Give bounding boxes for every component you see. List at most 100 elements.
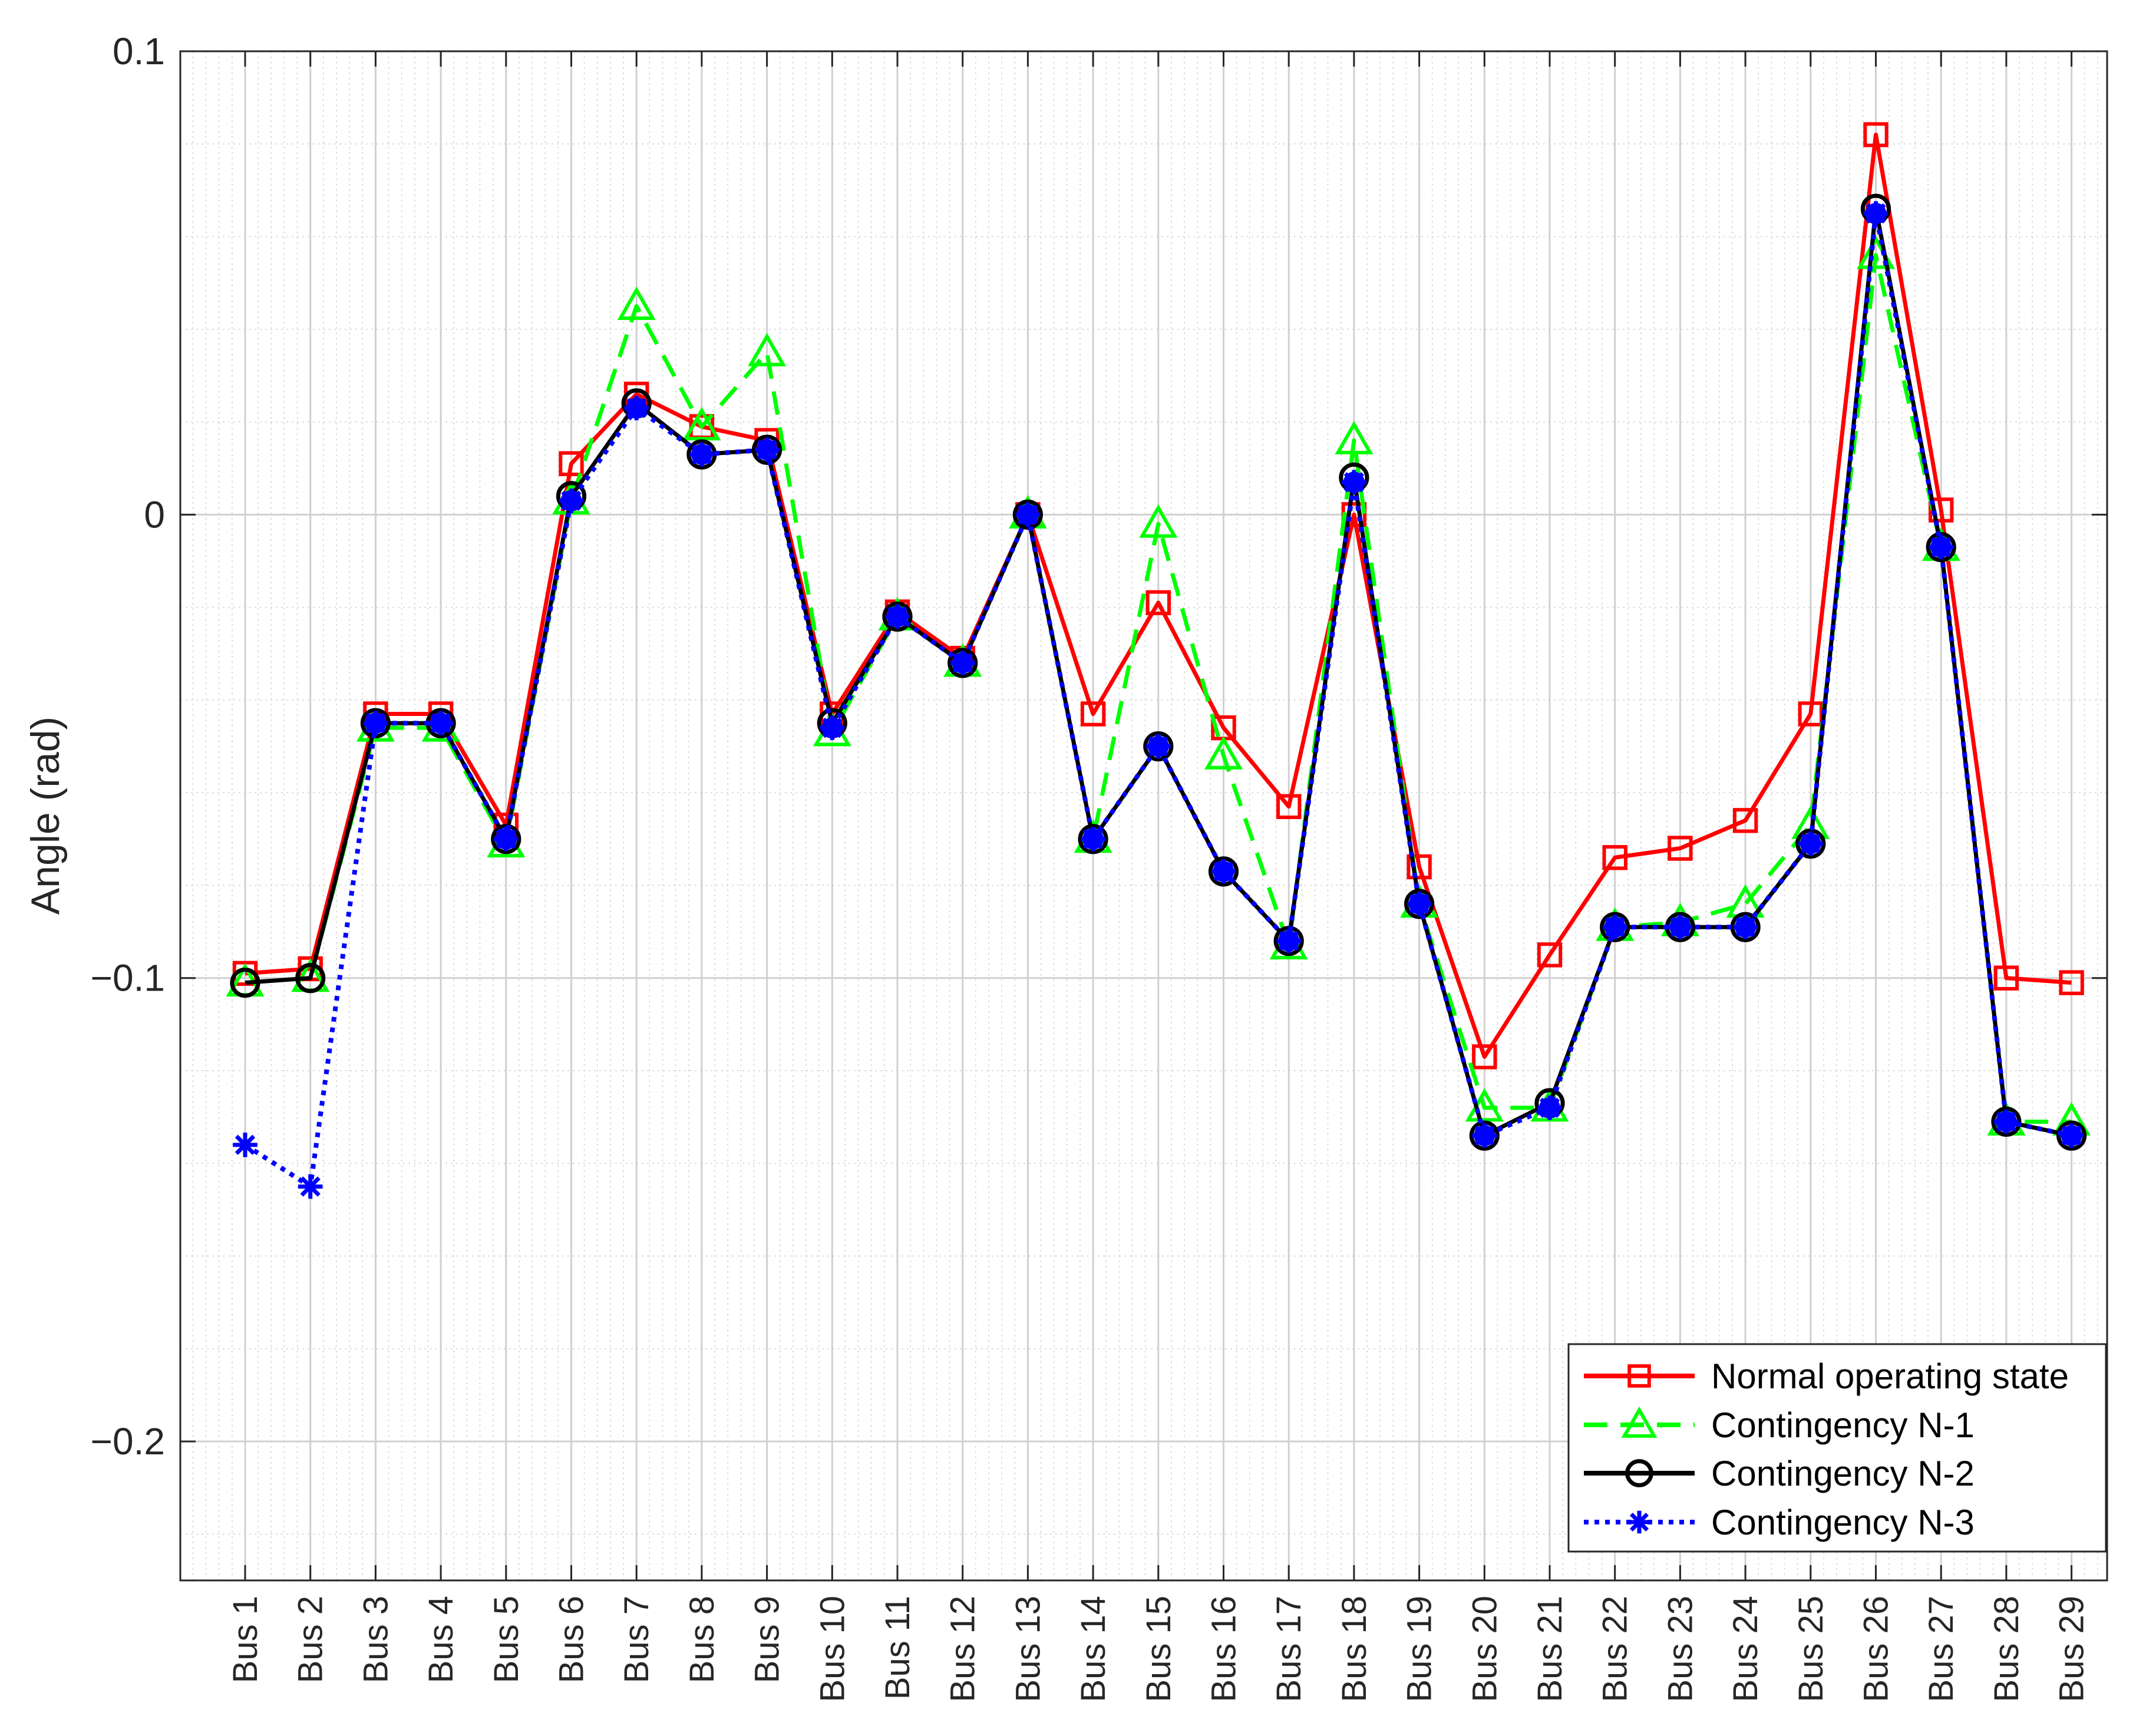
series-point-fill — [365, 712, 387, 734]
x-tick-label: Bus 4 — [422, 1596, 460, 1683]
series-point-fill — [1800, 833, 1821, 854]
series-point-fill — [1604, 916, 1626, 938]
series-marker — [1472, 1044, 1497, 1070]
series-marker — [1139, 504, 1178, 538]
series-marker — [1078, 824, 1108, 854]
series-marker — [1080, 701, 1106, 727]
series-marker — [1407, 854, 1432, 880]
asterisk-stroke — [1629, 1512, 1649, 1532]
x-tick-label: Bus 5 — [487, 1596, 526, 1683]
series-marker — [1537, 942, 1563, 968]
series-contingency-n-3 — [233, 201, 2084, 1199]
series-line — [243, 211, 2072, 1189]
asterisk-stroke — [235, 1134, 256, 1156]
x-tick-label: Bus 19 — [1401, 1596, 1439, 1702]
series-marker — [1143, 731, 1174, 762]
series-point-fill — [495, 828, 517, 850]
series-marker — [947, 648, 978, 678]
x-tick-label: Bus 18 — [1335, 1596, 1374, 1702]
series-marker — [230, 967, 260, 998]
series-marker — [1625, 1459, 1653, 1487]
series-point-fill — [626, 397, 648, 419]
series-point-fill — [1865, 203, 1887, 225]
series-marker — [1602, 845, 1627, 870]
legend-entry: Contingency N-1 — [1584, 1405, 1975, 1445]
series-marker — [1204, 735, 1243, 770]
x-tick-label: Bus 23 — [1661, 1596, 1699, 1702]
x-tick-label: Bus 2 — [292, 1596, 330, 1683]
series-point-fill — [1017, 504, 1039, 526]
series-point-fill — [952, 652, 973, 674]
series-point-fill — [1930, 536, 1952, 558]
series-marker — [559, 451, 584, 477]
y-axis-label: Angle (rad) — [23, 717, 68, 915]
legend-entry: Normal operating state — [1584, 1357, 2069, 1396]
x-tick-label: Bus 28 — [1987, 1596, 2026, 1702]
series-marker — [298, 1174, 323, 1199]
y-tick-label: −0.1 — [91, 957, 165, 999]
series-point-fill — [1278, 930, 1300, 952]
series-point-fill — [691, 444, 712, 466]
x-tick-label: Bus 8 — [683, 1596, 721, 1683]
x-tick-label: Bus 25 — [1792, 1596, 1830, 1702]
series-marker — [1208, 856, 1239, 887]
series-marker — [1929, 497, 1954, 523]
series-marker — [2056, 1120, 2087, 1151]
x-tick-label: Bus 26 — [1857, 1596, 1896, 1702]
legend-label: Normal operating state — [1711, 1357, 2069, 1396]
series-marker — [1012, 499, 1044, 530]
series-marker — [882, 601, 913, 632]
legend-entry: Contingency N-3 — [1584, 1503, 1975, 1542]
series-marker — [1863, 122, 1889, 147]
series-marker — [682, 407, 721, 441]
series-marker — [1627, 1364, 1651, 1388]
series-layer — [226, 122, 2091, 1199]
y-tick-label: 0.1 — [113, 30, 165, 72]
series-point-fill — [430, 712, 452, 734]
series-marker — [1145, 590, 1171, 615]
series-marker — [1469, 1120, 1500, 1151]
series-point-fill — [1147, 735, 1169, 757]
x-axis-ticks: Bus 1 Bus 2 Bus 3 Bus 4 Bus 5 Bus 6 Bus 7 Bus 8… — [226, 51, 2091, 1702]
series-marker — [1621, 1406, 1658, 1438]
series-marker — [1991, 1106, 2022, 1137]
series-point-fill — [1735, 916, 1757, 938]
y-tick-label: 0 — [144, 493, 165, 536]
series-marker — [1276, 794, 1302, 819]
x-tick-label: Bus 6 — [553, 1596, 591, 1683]
asterisk-stroke — [300, 1176, 321, 1197]
series-marker — [1795, 829, 1826, 859]
x-tick-label: Bus 15 — [1140, 1596, 1178, 1702]
series-point-fill — [1995, 1111, 2017, 1133]
x-tick-label: Bus 29 — [2053, 1596, 2091, 1702]
series-point-fill — [1343, 471, 1365, 493]
series-point-fill — [1474, 1125, 1495, 1147]
series-marker — [295, 963, 326, 994]
plot-area-border — [179, 50, 2108, 1582]
y-axis-ticks: 0.1 0 −0.1 −0.2 — [91, 30, 2107, 1463]
x-tick-label: Bus 10 — [813, 1596, 851, 1702]
series-marker — [748, 332, 787, 367]
x-tick-label: Bus 14 — [1074, 1596, 1112, 1702]
series-point-fill — [1669, 916, 1691, 938]
series-point-fill — [1213, 860, 1234, 882]
series-marker — [1993, 965, 2019, 991]
series-marker — [1926, 532, 1956, 563]
series-marker — [752, 434, 783, 465]
series-point-fill — [1082, 828, 1104, 850]
legend-label: Contingency N-3 — [1711, 1503, 1975, 1542]
series-line — [245, 253, 2072, 1124]
x-tick-label: Bus 9 — [748, 1596, 787, 1683]
x-tick-label: Bus 3 — [356, 1596, 395, 1683]
x-tick-label: Bus 17 — [1270, 1596, 1308, 1702]
legend: Normal operating state Contingency N-1 Con… — [1567, 1343, 2107, 1553]
x-tick-label: Bus 16 — [1205, 1596, 1243, 1702]
series-marker — [1798, 701, 1824, 727]
series-marker — [491, 824, 521, 854]
grid — [180, 50, 2107, 1580]
x-tick-label: Bus 24 — [1726, 1596, 1765, 1702]
series-marker — [617, 286, 656, 320]
legend-entry: Contingency N-2 — [1584, 1454, 1975, 1493]
series-point-fill — [1539, 1097, 1560, 1118]
